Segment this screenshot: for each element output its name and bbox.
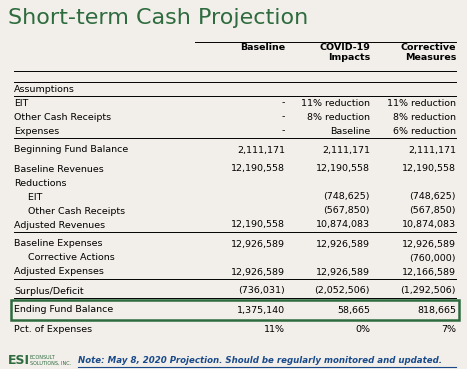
Text: Beginning Fund Balance: Beginning Fund Balance xyxy=(14,145,128,155)
Text: Baseline: Baseline xyxy=(330,127,370,135)
Text: ECONSULT
SOLUTIONS, INC.: ECONSULT SOLUTIONS, INC. xyxy=(30,355,71,366)
Text: 12,926,589: 12,926,589 xyxy=(316,239,370,248)
Text: Note: May 8, 2020 Projection. Should be regularly monitored and updated.: Note: May 8, 2020 Projection. Should be … xyxy=(78,356,442,365)
Text: Ending Fund Balance: Ending Fund Balance xyxy=(14,306,113,314)
Text: 0%: 0% xyxy=(355,324,370,334)
Text: 12,190,558: 12,190,558 xyxy=(231,221,285,230)
Text: ESI: ESI xyxy=(8,354,30,367)
Text: 2,111,171: 2,111,171 xyxy=(408,145,456,155)
Text: 1,375,140: 1,375,140 xyxy=(237,306,285,314)
Text: 7%: 7% xyxy=(441,324,456,334)
Text: 12,190,558: 12,190,558 xyxy=(402,165,456,173)
Text: (2,052,506): (2,052,506) xyxy=(314,286,370,296)
Text: EIT: EIT xyxy=(14,99,28,107)
Text: 12,926,589: 12,926,589 xyxy=(231,268,285,276)
Text: Other Cash Receipts: Other Cash Receipts xyxy=(14,113,111,121)
Text: (748,625): (748,625) xyxy=(324,193,370,201)
Text: 12,190,558: 12,190,558 xyxy=(316,165,370,173)
Text: 58,665: 58,665 xyxy=(337,306,370,314)
Text: (736,031): (736,031) xyxy=(238,286,285,296)
Text: Corrective Actions: Corrective Actions xyxy=(22,254,115,262)
Text: Other Cash Receipts: Other Cash Receipts xyxy=(22,207,125,215)
Text: Baseline: Baseline xyxy=(240,43,285,52)
Text: Baseline Expenses: Baseline Expenses xyxy=(14,239,102,248)
Text: 8% reduction: 8% reduction xyxy=(307,113,370,121)
Text: 12,926,589: 12,926,589 xyxy=(316,268,370,276)
Text: Reductions: Reductions xyxy=(14,179,66,187)
Text: 2,111,171: 2,111,171 xyxy=(322,145,370,155)
Text: 11% reduction: 11% reduction xyxy=(301,99,370,107)
Text: -: - xyxy=(282,113,285,121)
Text: Assumptions: Assumptions xyxy=(14,85,75,93)
Text: 10,874,083: 10,874,083 xyxy=(402,221,456,230)
Text: -: - xyxy=(282,99,285,107)
Text: 12,190,558: 12,190,558 xyxy=(231,165,285,173)
Text: 6% reduction: 6% reduction xyxy=(393,127,456,135)
Text: Baseline Revenues: Baseline Revenues xyxy=(14,165,104,173)
Text: (1,292,506): (1,292,506) xyxy=(401,286,456,296)
Text: EIT: EIT xyxy=(22,193,42,201)
Text: 12,166,589: 12,166,589 xyxy=(402,268,456,276)
Text: -: - xyxy=(282,127,285,135)
Text: Adjusted Revenues: Adjusted Revenues xyxy=(14,221,105,230)
Bar xyxy=(11,300,459,320)
Text: 818,665: 818,665 xyxy=(417,306,456,314)
Text: (760,000): (760,000) xyxy=(410,254,456,262)
Text: 2,111,171: 2,111,171 xyxy=(237,145,285,155)
Text: (748,625): (748,625) xyxy=(410,193,456,201)
Text: (567,850): (567,850) xyxy=(410,207,456,215)
Text: 8% reduction: 8% reduction xyxy=(393,113,456,121)
Text: COVID-19
Impacts: COVID-19 Impacts xyxy=(319,43,370,62)
Text: Corrective
Measures: Corrective Measures xyxy=(401,43,456,62)
Text: 12,926,589: 12,926,589 xyxy=(231,239,285,248)
Text: Expenses: Expenses xyxy=(14,127,59,135)
Text: 10,874,083: 10,874,083 xyxy=(316,221,370,230)
Text: Pct. of Expenses: Pct. of Expenses xyxy=(14,324,92,334)
Text: (567,850): (567,850) xyxy=(324,207,370,215)
Text: Short-term Cash Projection: Short-term Cash Projection xyxy=(8,8,308,28)
Text: Adjusted Expenses: Adjusted Expenses xyxy=(14,268,104,276)
Text: 12,926,589: 12,926,589 xyxy=(402,239,456,248)
Text: 11% reduction: 11% reduction xyxy=(387,99,456,107)
Text: Surplus/Deficit: Surplus/Deficit xyxy=(14,286,84,296)
Text: 11%: 11% xyxy=(264,324,285,334)
